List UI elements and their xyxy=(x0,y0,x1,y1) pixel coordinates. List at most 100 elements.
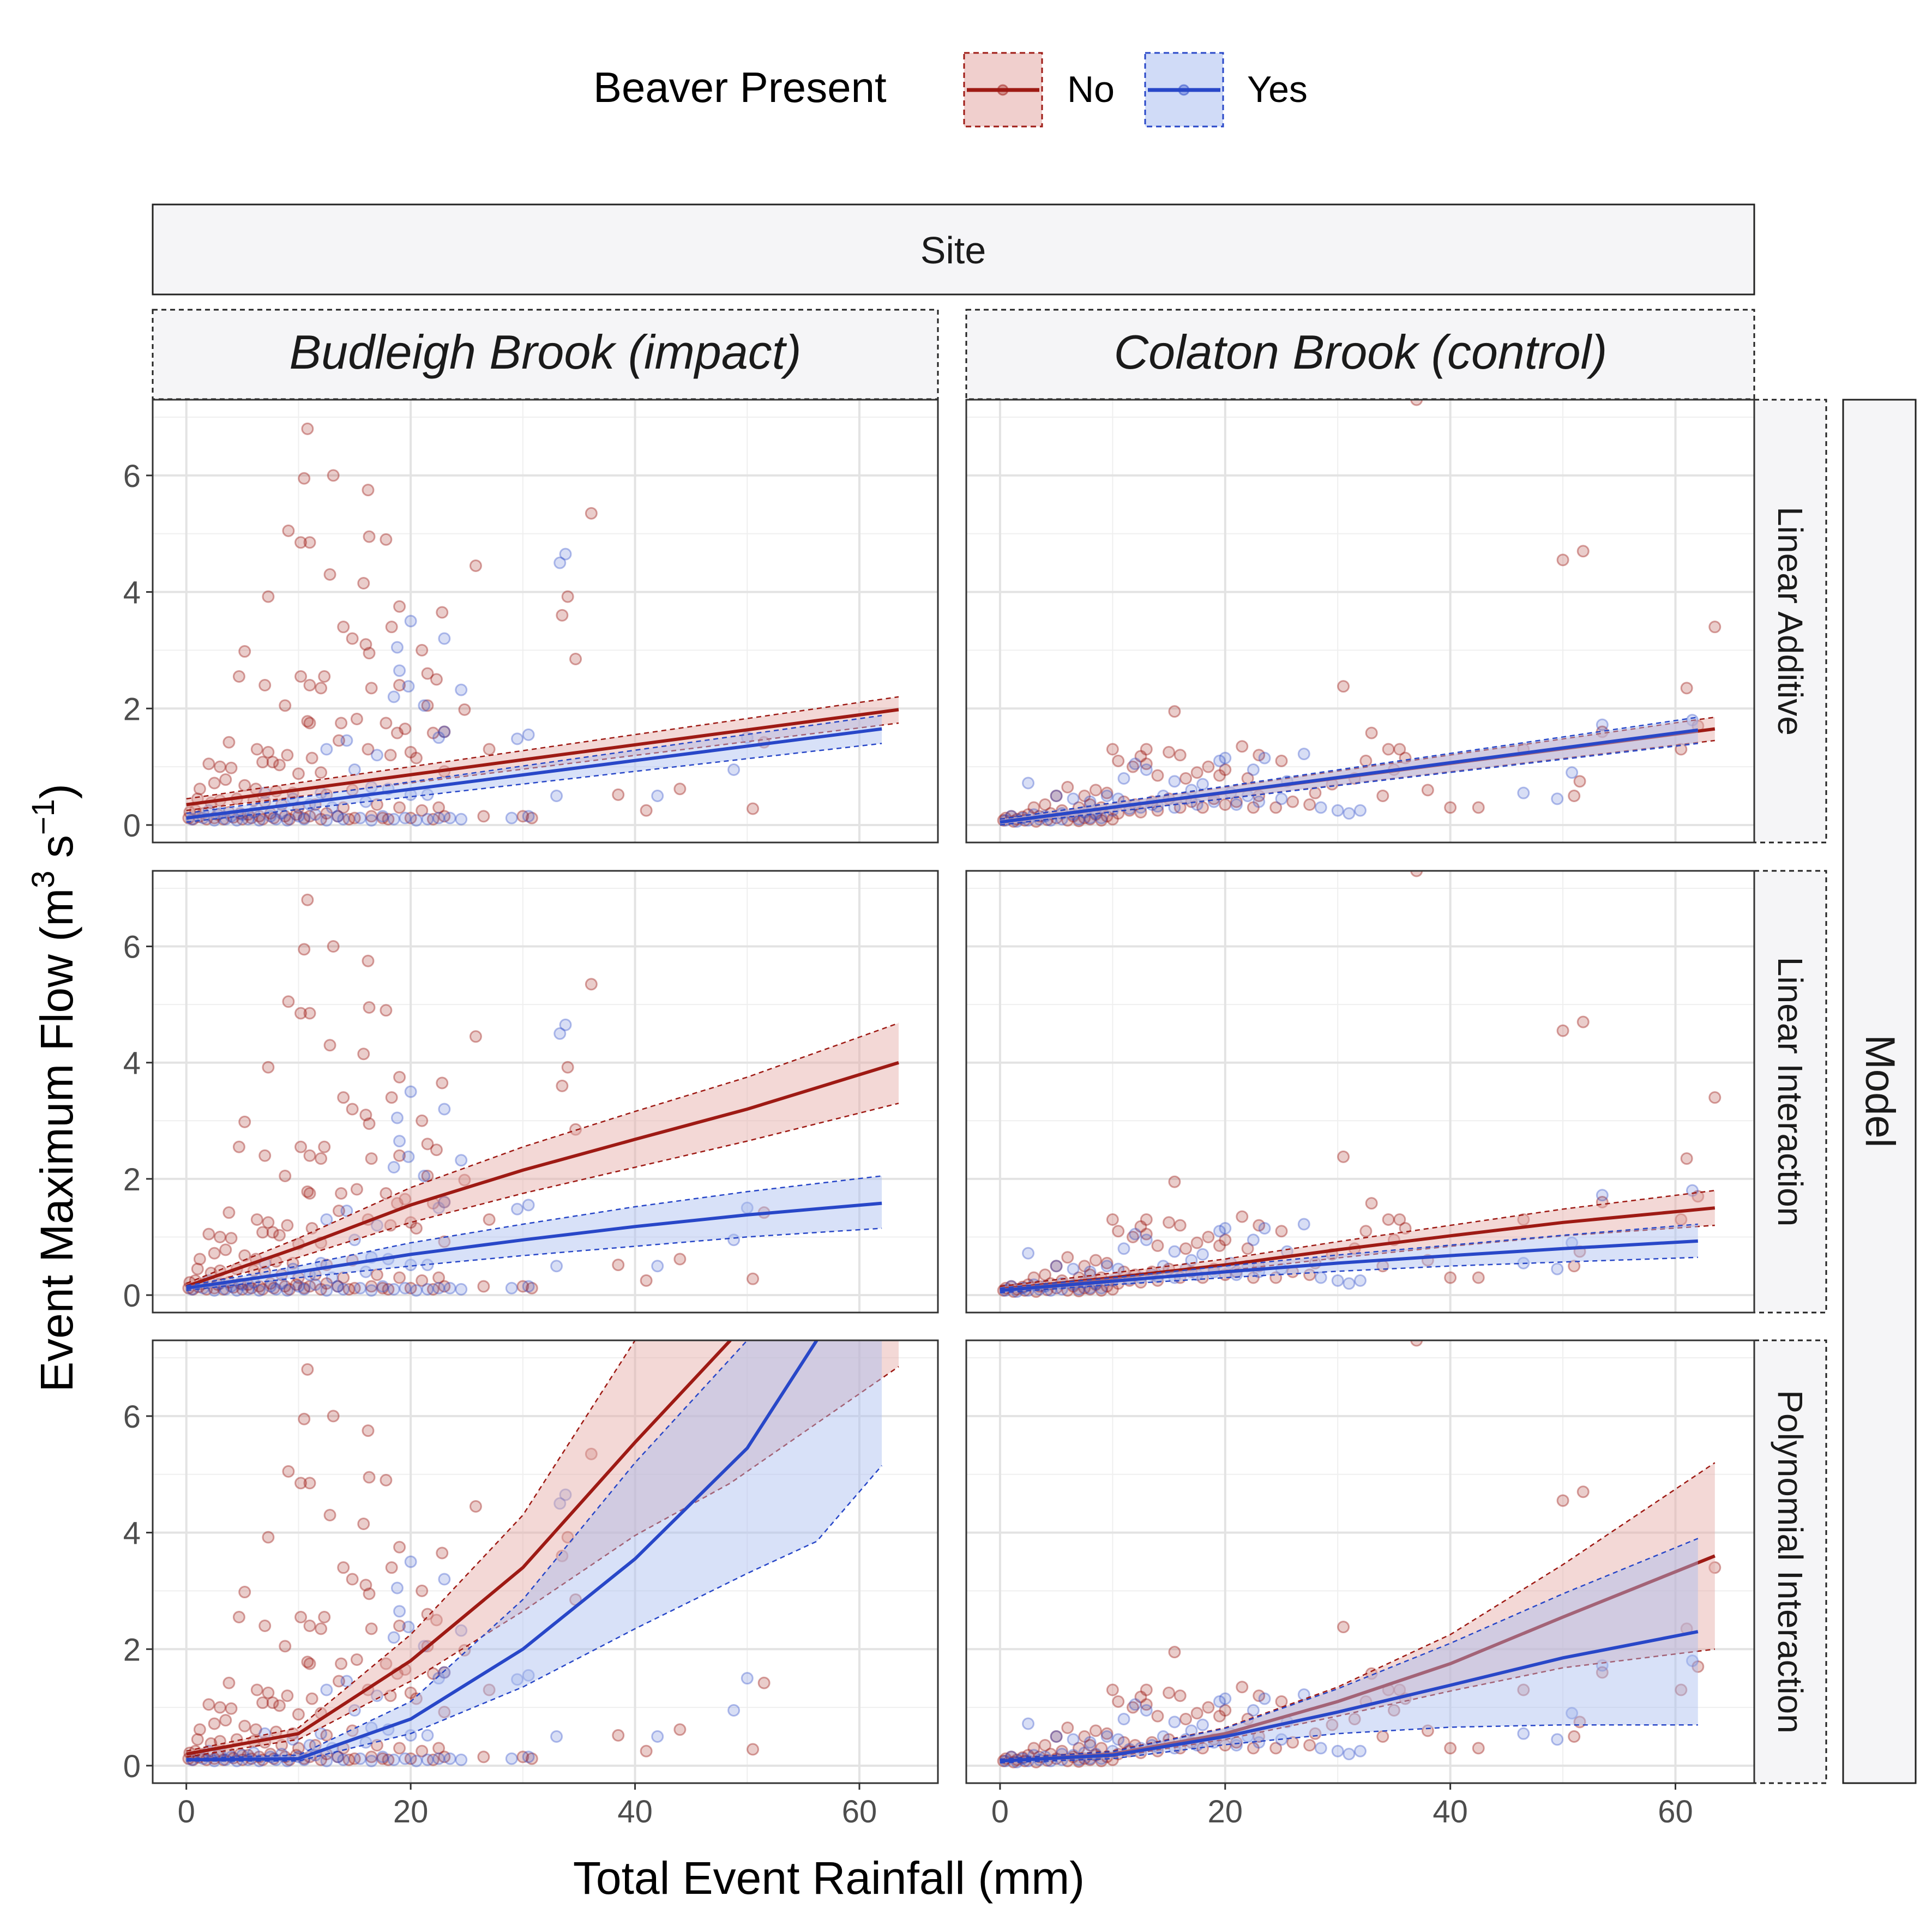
point-no xyxy=(1179,1242,1193,1255)
point-no xyxy=(1168,705,1181,718)
point-no xyxy=(222,1676,236,1689)
ci-upper-no xyxy=(1000,717,1715,820)
point-yes xyxy=(438,632,451,645)
ci-lower-no xyxy=(186,1366,899,1758)
point-no xyxy=(469,1500,482,1513)
point-no xyxy=(332,1204,345,1217)
point-no xyxy=(294,1007,308,1020)
point-yes xyxy=(370,1689,383,1702)
point-no xyxy=(404,745,417,759)
point-no xyxy=(315,766,328,779)
point-no xyxy=(315,1753,328,1766)
point-no xyxy=(318,670,331,683)
point-no xyxy=(385,1561,398,1574)
point-yes xyxy=(1247,1233,1260,1247)
point-yes xyxy=(432,1201,446,1214)
point-no xyxy=(315,1622,328,1635)
point-no xyxy=(393,1620,406,1633)
point-no xyxy=(290,808,303,821)
point-no xyxy=(1376,790,1389,803)
point-yes xyxy=(340,1204,353,1217)
point-no xyxy=(404,1686,417,1699)
strip-row-linear-additive: Linear Additive xyxy=(1753,399,1827,844)
point-no xyxy=(362,1424,375,1437)
point-no xyxy=(1309,1727,1322,1740)
point-yes xyxy=(522,810,535,823)
y-tick-label: 0 xyxy=(123,1278,141,1314)
point-no xyxy=(337,1271,350,1284)
point-no xyxy=(1253,749,1266,762)
point-yes xyxy=(1566,766,1579,779)
point-yes xyxy=(331,810,344,823)
point-yes xyxy=(1275,792,1288,805)
point-yes xyxy=(365,1754,378,1767)
point-yes xyxy=(292,1280,305,1293)
point-yes xyxy=(505,811,518,824)
point-no xyxy=(301,1656,314,1669)
point-no xyxy=(1359,754,1373,767)
point-yes xyxy=(1354,1744,1367,1758)
point-no xyxy=(1095,1284,1108,1297)
point-yes xyxy=(1213,1695,1226,1708)
point-yes xyxy=(309,808,322,821)
point-no xyxy=(1039,1268,1051,1281)
point-no xyxy=(393,1271,406,1284)
point-yes xyxy=(1219,1692,1232,1705)
fit-yes xyxy=(1000,1223,1698,1294)
point-no xyxy=(1247,1742,1260,1755)
point-no xyxy=(376,1752,389,1765)
point-yes xyxy=(1050,790,1063,803)
point-yes xyxy=(404,1555,417,1568)
point-no xyxy=(556,1079,569,1092)
point-no xyxy=(238,1115,251,1128)
point-no xyxy=(275,1739,288,1752)
point-yes xyxy=(1297,1688,1310,1701)
point-no xyxy=(1596,1666,1609,1679)
ci-upper-no xyxy=(186,1340,899,1752)
point-yes xyxy=(1566,1707,1579,1720)
point-no xyxy=(1309,786,1322,799)
point-no xyxy=(256,812,269,826)
point-yes xyxy=(1314,801,1327,814)
point-no xyxy=(1472,1271,1485,1284)
point-no xyxy=(273,1229,286,1242)
point-yes xyxy=(1343,807,1356,820)
point-no xyxy=(1140,757,1153,771)
x-tick-label: 60 xyxy=(842,1794,877,1829)
point-yes xyxy=(1331,1744,1344,1758)
ci-upper-yes xyxy=(1000,717,1698,820)
point-yes xyxy=(1129,1227,1142,1241)
y-tick-label: 2 xyxy=(123,691,141,727)
point-no xyxy=(469,559,482,572)
point-yes xyxy=(421,812,434,826)
point-no xyxy=(1027,801,1040,814)
point-no xyxy=(294,536,308,549)
point-no xyxy=(757,1676,771,1689)
point-no xyxy=(294,1611,308,1623)
point-no xyxy=(1127,1230,1140,1243)
point-no xyxy=(294,1477,308,1490)
point-no xyxy=(365,1280,378,1293)
point-no xyxy=(222,736,236,749)
gridlines xyxy=(966,1340,1754,1783)
point-yes xyxy=(298,1283,311,1296)
point-no xyxy=(438,1280,451,1293)
y-axis-title-mid: s xyxy=(31,835,82,870)
point-yes xyxy=(370,749,383,762)
point-yes xyxy=(281,1284,294,1297)
ci-upper-no xyxy=(1000,1462,1716,1760)
y-axis-title-sup1: 3 xyxy=(26,871,61,888)
y-tick-label: 6 xyxy=(123,930,141,965)
point-no xyxy=(1236,740,1249,753)
point-no xyxy=(281,1219,294,1232)
point-yes xyxy=(1196,1248,1209,1261)
point-no xyxy=(376,811,389,824)
point-no xyxy=(477,810,490,823)
point-no xyxy=(303,1187,316,1200)
point-no xyxy=(1173,749,1187,762)
fit-yes xyxy=(1000,717,1699,826)
point-yes xyxy=(1084,1265,1097,1278)
point-yes xyxy=(443,1752,456,1765)
point-no xyxy=(305,1221,318,1235)
legend-key-yes xyxy=(1144,52,1224,128)
